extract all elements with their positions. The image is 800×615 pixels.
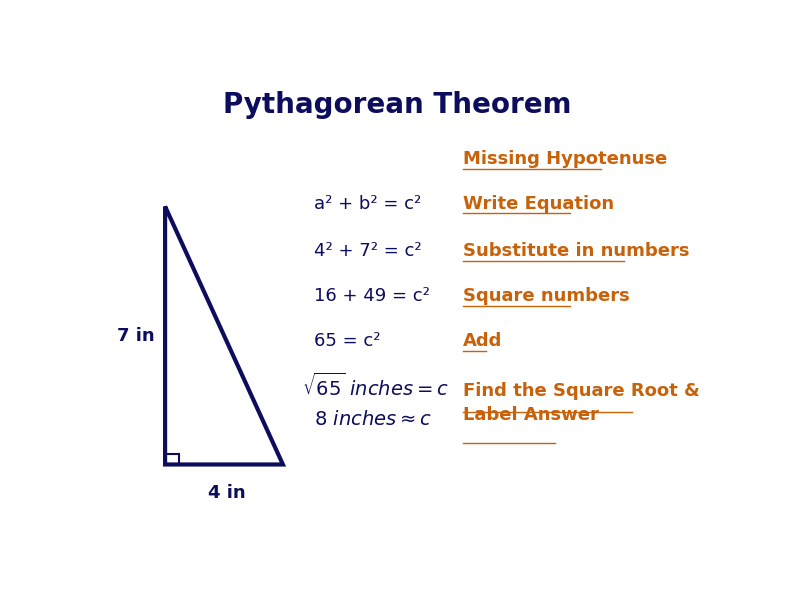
- Text: Pythagorean Theorem: Pythagorean Theorem: [223, 90, 572, 119]
- Text: 16 + 49 = c²: 16 + 49 = c²: [314, 287, 430, 306]
- Text: $\sqrt{65}\ \mathit{inches} = c$: $\sqrt{65}\ \mathit{inches} = c$: [302, 373, 449, 400]
- Text: Find the Square Root &
Label Answer: Find the Square Root & Label Answer: [462, 382, 699, 424]
- Text: 4² + 7² = c²: 4² + 7² = c²: [314, 242, 422, 260]
- Text: a² + b² = c²: a² + b² = c²: [314, 195, 421, 213]
- Text: Substitute in numbers: Substitute in numbers: [462, 242, 690, 260]
- Text: Square numbers: Square numbers: [462, 287, 630, 306]
- Text: 65 = c²: 65 = c²: [314, 332, 381, 351]
- Text: 4 in: 4 in: [208, 484, 246, 502]
- Text: 7 in: 7 in: [117, 327, 154, 344]
- Text: Write Equation: Write Equation: [462, 195, 614, 213]
- Text: $\mathit{8\ inches} \approx c$: $\mathit{8\ inches} \approx c$: [314, 410, 432, 429]
- Text: Add: Add: [462, 332, 502, 351]
- Text: Missing Hypotenuse: Missing Hypotenuse: [462, 150, 667, 168]
